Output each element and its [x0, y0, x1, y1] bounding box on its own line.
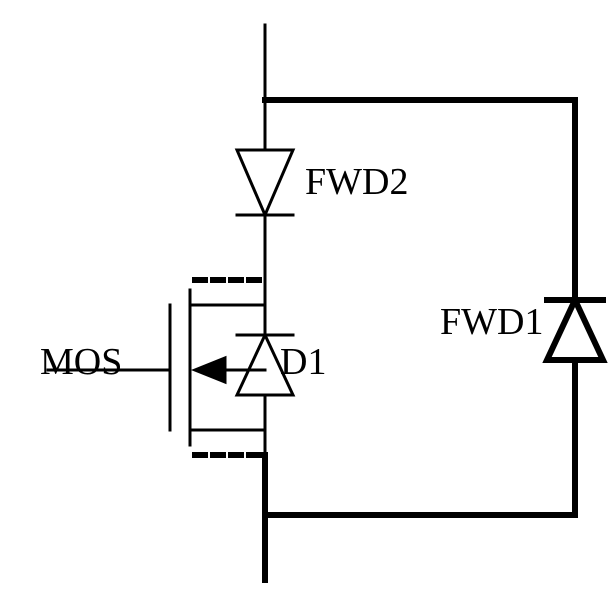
label-fwd1: FWD1 — [440, 300, 543, 344]
label-mos: MOS — [40, 340, 122, 384]
label-fwd2: FWD2 — [305, 160, 408, 204]
label-d1: D1 — [280, 340, 326, 384]
